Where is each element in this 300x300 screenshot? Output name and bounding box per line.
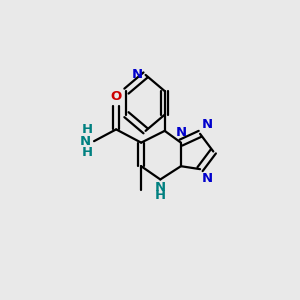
Text: N: N — [80, 135, 91, 148]
Text: N: N — [132, 68, 143, 81]
Text: H: H — [82, 123, 93, 136]
Text: H: H — [155, 189, 166, 202]
Text: N: N — [202, 118, 213, 131]
Text: H: H — [82, 146, 93, 160]
Text: N: N — [202, 172, 213, 185]
Text: O: O — [110, 90, 122, 103]
Text: N: N — [176, 126, 187, 139]
Text: N: N — [155, 181, 166, 194]
